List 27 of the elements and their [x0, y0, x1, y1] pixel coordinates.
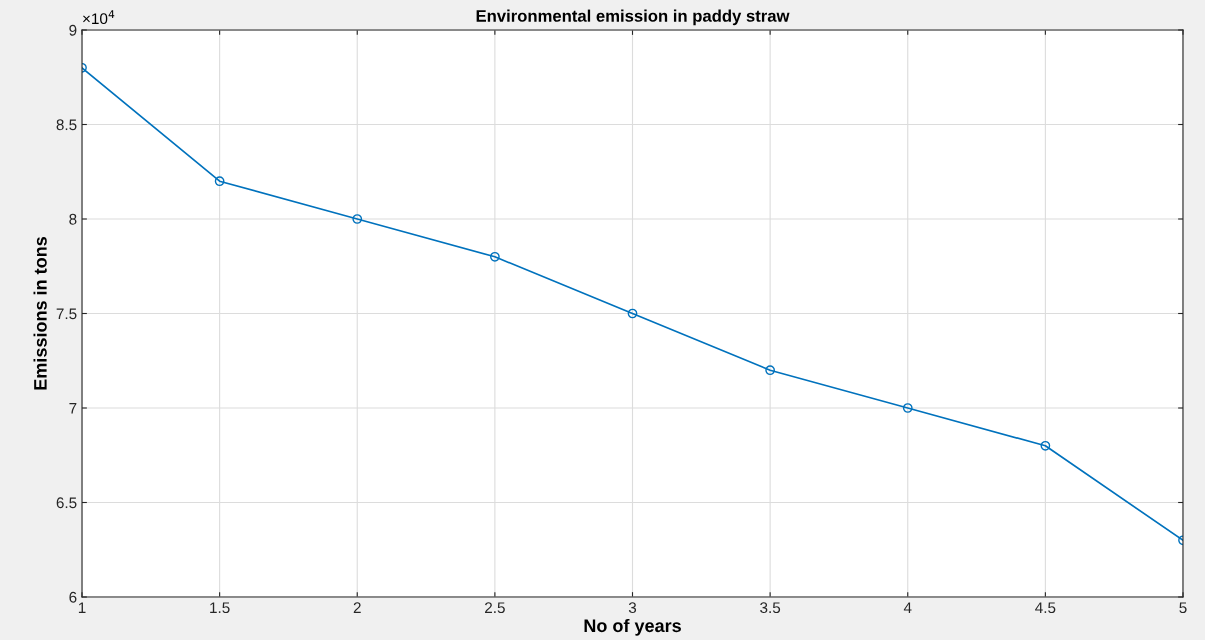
- point: [902, 403, 913, 413]
- x-tick-label: 3.5: [760, 602, 781, 614]
- y-axis-title: Emissions in tons: [33, 236, 47, 390]
- y-tick-label: 9: [69, 24, 77, 36]
- x-axis-title: No of years: [584, 618, 681, 636]
- x-tick-label: 2: [353, 602, 361, 613]
- y-tick-label: 6: [69, 591, 77, 603]
- point: [352, 214, 363, 224]
- x-tick-label: 3: [628, 602, 637, 614]
- x-tick-label: 1: [78, 602, 86, 613]
- x-tick-label: 4.5: [1035, 602, 1056, 614]
- point: [627, 308, 638, 319]
- x-tick-label: 2.5: [485, 602, 505, 614]
- point: [765, 365, 775, 376]
- text: ×10$^{4}$: [83, 10, 115, 25]
- x-tick-label: 1.5: [210, 602, 230, 614]
- x-tick-label: 4: [903, 602, 912, 613]
- y-tick-label: 8: [69, 213, 77, 225]
- chart-title: Environmental emission in paddy straw: [476, 9, 790, 26]
- y-tick-label: 7.5: [56, 308, 77, 320]
- point: [214, 176, 225, 187]
- y-tick-label: 6.5: [56, 497, 77, 509]
- y-tick-label: 8.5: [56, 119, 77, 131]
- point: [1040, 440, 1051, 451]
- point: [490, 251, 500, 262]
- x-tick-label: 5: [1179, 602, 1187, 614]
- y-tick-label: 7: [69, 403, 77, 414]
